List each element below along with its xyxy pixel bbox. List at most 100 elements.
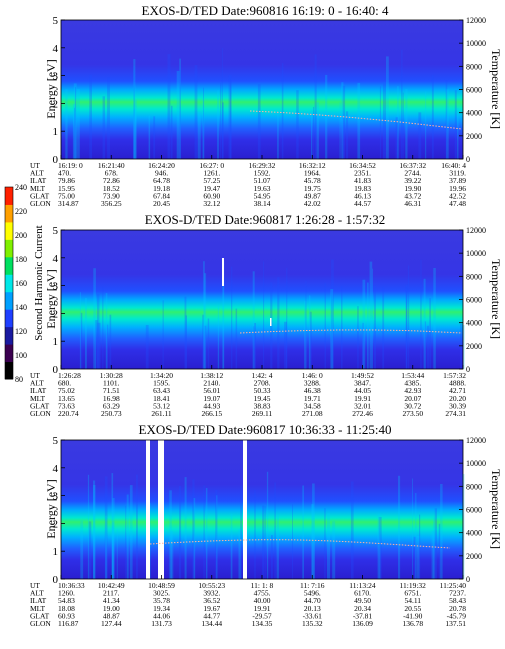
spectral-stripe	[221, 48, 223, 159]
spectral-stripe	[378, 517, 382, 579]
spectral-stripe	[415, 493, 417, 579]
ephemeris-value: 39.22	[404, 176, 421, 185]
ephemeris-value: 73.90	[103, 191, 120, 200]
spectral-stripe	[126, 494, 129, 579]
ephemeris-value: 45.78	[304, 176, 321, 185]
spectrogram-background	[61, 440, 463, 579]
ephemeris-value: 116.87	[58, 619, 79, 628]
spectral-stripe	[112, 521, 115, 579]
energy-tick-label: 3	[53, 71, 59, 83]
spectral-stripe	[170, 530, 174, 579]
spectral-stripe	[88, 521, 92, 579]
temperature-axis-label: Temperature [K]	[489, 49, 503, 129]
temperature-trace	[149, 539, 451, 549]
ephemeris-value: 49.87	[304, 191, 321, 200]
spectral-stripe	[193, 498, 196, 579]
ephemeris-value: 19.90	[404, 184, 421, 193]
ephemeris-value: 220.74	[58, 409, 79, 418]
spectral-stripe	[107, 77, 110, 159]
ephemeris-value: 19.71	[304, 394, 321, 403]
spectral-stripe	[264, 506, 266, 579]
spectral-stripe	[263, 261, 265, 369]
spectral-stripe	[372, 268, 373, 369]
ephemeris-value: 60.90	[203, 191, 220, 200]
ephemeris-row-label: ALT	[30, 589, 44, 598]
spectral-stripe	[105, 293, 108, 369]
time-tick-label: 1:46: 0	[302, 371, 323, 380]
ephemeris-value: 54.95	[254, 191, 271, 200]
spectral-stripe	[460, 324, 463, 369]
spectral-stripe	[111, 525, 114, 579]
spectral-stripe	[73, 83, 77, 159]
ephemeris-value: 20.20	[449, 394, 466, 403]
spectral-stripe	[309, 311, 312, 369]
ephemeris-value: 75.00	[58, 191, 75, 200]
time-tick-label: 16:37:32	[399, 161, 426, 170]
spectral-stripe	[207, 318, 210, 369]
temperature-tick-label: 12000	[466, 16, 486, 25]
spectral-stripe	[72, 104, 76, 159]
colorbar: 80 100 120 140 160 180 200 220 240 Second Harmon…	[4, 183, 45, 384]
ephemeris-value: -29.57	[252, 611, 272, 620]
ephemeris-value: 2708.	[254, 379, 271, 388]
spectral-stripe	[405, 287, 407, 369]
temperature-axis-label: Temperature [K]	[489, 259, 503, 339]
time-tick-label: 1:34:20	[150, 371, 173, 380]
ephemeris-value: 42.52	[449, 191, 466, 200]
data-gap	[158, 440, 164, 579]
spectral-stripe	[324, 282, 326, 369]
colorbar-cell	[5, 291, 13, 310]
spectral-stripe	[369, 261, 373, 369]
spectral-stripe	[220, 82, 222, 159]
ephemeris-value: 19.96	[449, 184, 466, 193]
spectral-stripe	[346, 111, 349, 159]
ephemeris-value: 19.75	[304, 184, 321, 193]
spectral-stripe	[419, 514, 421, 579]
spectral-stripe	[192, 479, 195, 579]
ephemeris-value: 51.07	[254, 176, 271, 185]
spectral-stripe	[454, 90, 457, 159]
ephemeris-value: 4385.	[404, 379, 421, 388]
time-tick-label: 1:26:28	[58, 371, 81, 380]
spectral-stripe	[434, 508, 437, 579]
spectral-stripe	[257, 84, 261, 159]
time-tick-label: 1:49:52	[351, 371, 374, 380]
ephemeris-value: -45.79	[447, 611, 467, 620]
spectral-stripe	[176, 70, 180, 159]
spectral-stripe	[423, 278, 426, 369]
ephemeris-value: 2351.	[354, 169, 371, 178]
ephemeris-value: 2140.	[203, 379, 220, 388]
ephemeris-value: 44.70	[304, 596, 321, 605]
spectral-stripe	[179, 58, 181, 159]
spectrogram-background	[61, 230, 463, 369]
time-tick-label: 16:21:40	[98, 161, 125, 170]
colorbar-cell	[5, 204, 13, 223]
ephemeris-value: 4888.	[449, 379, 466, 388]
ephemeris-value: 47.48	[449, 199, 466, 208]
spectral-stripe	[446, 89, 449, 159]
spectral-stripe	[386, 56, 389, 159]
ephemeris-value: 40.00	[254, 596, 271, 605]
ephemeris-value: 50.33	[254, 386, 271, 395]
ephemeris-value: 79.86	[58, 176, 75, 185]
ephemeris-value: 71.51	[103, 386, 120, 395]
energy-axis-label: Energy [eV]	[44, 59, 58, 118]
spectral-stripe	[342, 85, 346, 159]
energy-tick-label: 1	[53, 546, 59, 558]
spectral-stripe	[167, 54, 171, 159]
spectral-stripe	[95, 320, 98, 369]
energy-tick-label: 5	[53, 15, 59, 27]
ephemeris-row-label: MLT	[30, 394, 46, 403]
ephemeris-value: 2117.	[103, 589, 120, 598]
spectral-stripe	[235, 308, 238, 369]
spectral-stripe	[397, 86, 399, 159]
ephemeris-row-label: GLON	[30, 409, 51, 418]
spectral-stripe	[204, 273, 207, 369]
spectral-stripe	[416, 535, 420, 579]
spectral-stripe	[153, 116, 156, 159]
spectral-stripe	[204, 325, 207, 369]
ephemeris-value: 4755.	[254, 589, 271, 598]
spectral-stripe	[420, 259, 422, 369]
spectral-stripe	[325, 74, 328, 159]
temperature-tick-label: 0	[466, 575, 470, 584]
